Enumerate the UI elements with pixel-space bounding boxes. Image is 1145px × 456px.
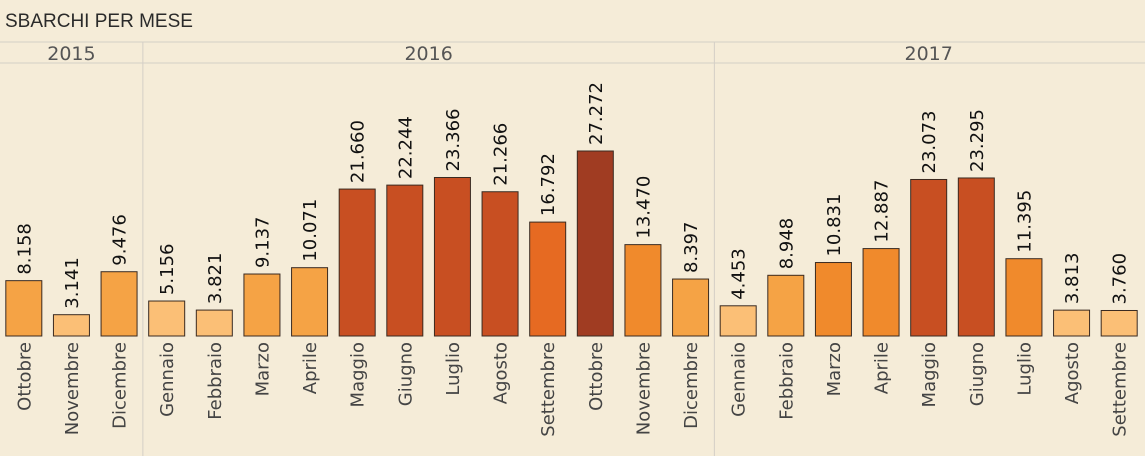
value-label: 11.395 — [1014, 190, 1035, 253]
year-label: 2015 — [47, 43, 95, 65]
bar — [52, 314, 90, 337]
month-label: Maggio — [919, 342, 940, 407]
year-label: 2016 — [404, 43, 452, 65]
value-label: 23.295 — [967, 109, 988, 172]
bar — [1005, 258, 1043, 337]
bar — [148, 300, 186, 337]
month-label: Febbraio — [205, 342, 226, 420]
value-label: 8.948 — [776, 218, 797, 270]
bar — [291, 267, 329, 337]
bar — [529, 221, 567, 337]
bar — [1053, 309, 1091, 337]
month-label: Luglio — [1014, 342, 1035, 396]
month-label: Gennaio — [157, 342, 178, 417]
bar — [243, 273, 281, 337]
value-label: 12.887 — [872, 180, 893, 243]
month-label: Aprile — [872, 342, 893, 394]
value-label: 4.453 — [729, 248, 750, 300]
value-label: 22.244 — [395, 116, 416, 179]
value-label: 16.792 — [538, 153, 559, 216]
value-label: 3.821 — [205, 253, 226, 305]
chart-title: SBARCHI PER MESE — [5, 11, 193, 32]
value-label: 3.813 — [1062, 253, 1083, 305]
value-labels: 8.158 3.141 9.476 5.156 3.821 9.137 10.071 21.6… — [14, 82, 1130, 309]
month-label: Gennaio — [729, 342, 750, 417]
value-label: 10.831 — [824, 194, 845, 257]
month-label: Luglio — [443, 342, 464, 396]
value-label: 10.071 — [300, 199, 321, 262]
bar — [433, 176, 471, 337]
month-label: Settembre — [1110, 342, 1131, 437]
value-label: 8.158 — [14, 223, 35, 275]
bar — [767, 274, 805, 337]
month-label: Novembre — [633, 342, 654, 435]
bar — [386, 184, 424, 337]
month-label: Agosto — [1062, 342, 1083, 404]
bar — [481, 191, 519, 337]
month-label: Ottobre — [586, 342, 607, 411]
month-labels: Ottobre Novembre Dicembre Gennaio Febbraio Ma… — [14, 342, 1130, 437]
bar — [719, 305, 757, 337]
month-label: Dicembre — [681, 342, 702, 429]
month-label: Novembre — [62, 342, 83, 435]
bar — [957, 177, 995, 337]
bar — [862, 248, 900, 337]
bar — [814, 262, 852, 337]
bar — [5, 280, 43, 337]
value-label: 3.141 — [62, 257, 83, 309]
value-label: 5.156 — [157, 243, 178, 295]
month-label: Agosto — [491, 342, 512, 404]
value-label: 27.272 — [586, 82, 607, 145]
year-label: 2017 — [905, 43, 953, 65]
month-label: Settembre — [538, 342, 559, 437]
bar — [576, 150, 614, 337]
bar — [672, 278, 710, 337]
month-label: Febbraio — [776, 342, 797, 420]
month-label: Maggio — [348, 342, 369, 407]
month-label: Dicembre — [110, 342, 131, 429]
value-label: 8.397 — [681, 222, 702, 274]
bars — [5, 150, 1138, 337]
bar — [910, 178, 948, 337]
value-label: 21.266 — [491, 123, 512, 186]
year-header: 2015 2016 2017 — [0, 41, 1145, 456]
value-label: 23.366 — [443, 109, 464, 172]
month-label: Giugno — [395, 342, 416, 406]
month-label: Marzo — [252, 342, 273, 396]
bar — [624, 244, 662, 337]
month-label: Marzo — [824, 342, 845, 396]
value-label: 9.476 — [110, 214, 131, 266]
value-label: 23.073 — [919, 110, 940, 173]
value-label: 3.760 — [1110, 253, 1131, 305]
value-label: 13.470 — [633, 176, 654, 239]
value-label: 9.137 — [252, 216, 273, 268]
bar — [338, 188, 376, 337]
month-label: Giugno — [967, 342, 988, 406]
value-label: 21.660 — [348, 120, 369, 183]
month-label: Ottobre — [14, 342, 35, 411]
bar — [100, 271, 138, 337]
bar — [1100, 309, 1138, 337]
bar — [195, 309, 233, 337]
month-label: Aprile — [300, 342, 321, 394]
